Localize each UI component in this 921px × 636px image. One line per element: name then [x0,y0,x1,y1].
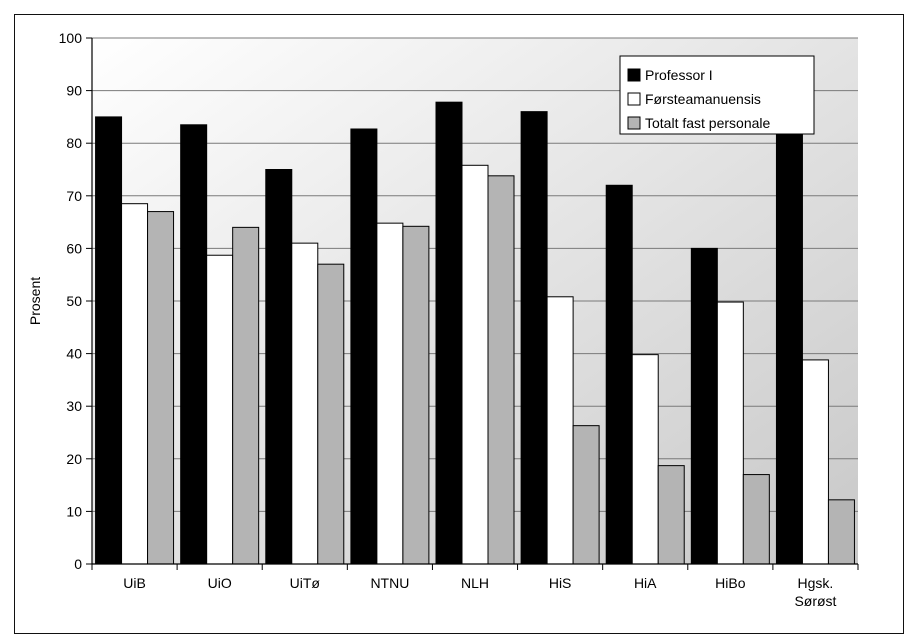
bar-forsteamanuensis [206,254,234,565]
legend-swatch [627,116,641,130]
y-tick-label: 60 [66,240,82,256]
axes [91,38,859,570]
bar-forsteamanuensis [716,301,744,565]
bars [95,101,855,565]
bar-totalt [147,211,175,565]
y-tick-label: 50 [66,293,82,309]
y-tick-label: 70 [66,188,82,204]
y-tick-label: 0 [74,556,82,572]
bar-forsteamanuensis [801,359,829,565]
bar-professor [775,120,803,565]
bar-totalt [487,175,515,565]
x-tick-label: UiO [208,575,232,591]
bar-professor [180,124,208,565]
y-tick-label: 20 [66,451,82,467]
bar-totalt [317,263,345,565]
bar-professor [265,169,293,565]
legend-label: Førsteamanuensis [645,91,761,107]
bar-professor [435,101,463,565]
x-tick-label: NTNU [370,575,409,591]
bar-totalt [572,425,600,565]
bar-forsteamanuensis [121,203,149,565]
bar-forsteamanuensis [376,222,404,565]
legend-label: Totalt fast personale [645,115,771,131]
x-tick-label: HiBo [715,575,746,591]
bar-professor [350,128,378,565]
y-tick-label: 100 [59,30,83,46]
x-tick-label: HiA [634,575,657,591]
y-axis-label: Prosent [27,277,43,325]
legend-box [619,55,815,135]
y-tick-label: 80 [66,135,82,151]
x-tick-label: UiTø [290,575,321,591]
y-tick-label: 10 [66,503,82,519]
legend: Professor I Førsteamanuensis Totalt fast p… [619,55,815,135]
bar-totalt [827,499,855,565]
legend-swatch [627,92,641,106]
bar-totalt [742,474,770,565]
x-tick-label: HiS [549,575,572,591]
bar-professor [690,247,718,565]
x-tick-label: Hgsk. Sørøst [794,575,836,609]
bar-totalt [232,226,260,565]
x-tick-label: UiB [123,575,146,591]
x-tick-label: NLH [461,575,489,591]
bar-professor [605,184,633,565]
legend-swatch [627,68,641,82]
bar-forsteamanuensis [631,354,659,565]
y-tick-label: 90 [66,83,82,99]
legend-label: Professor I [645,67,713,83]
bar-forsteamanuensis [291,242,319,565]
x-tick-labels: UiB UiO UiTø NTNU NLH HiS HiA HiBo Hgsk. Sørøst [123,575,836,609]
bar-totalt [657,465,685,565]
bar-forsteamanuensis [461,164,489,565]
y-tick-label: 40 [66,346,82,362]
y-tick-label: 30 [66,398,82,414]
bar-totalt [402,225,430,565]
bar-forsteamanuensis [546,296,574,565]
bar-professor [520,111,548,565]
y-tick-labels: 0 10 20 30 40 50 60 70 80 90 100 [59,30,83,572]
bar-professor [95,116,123,565]
